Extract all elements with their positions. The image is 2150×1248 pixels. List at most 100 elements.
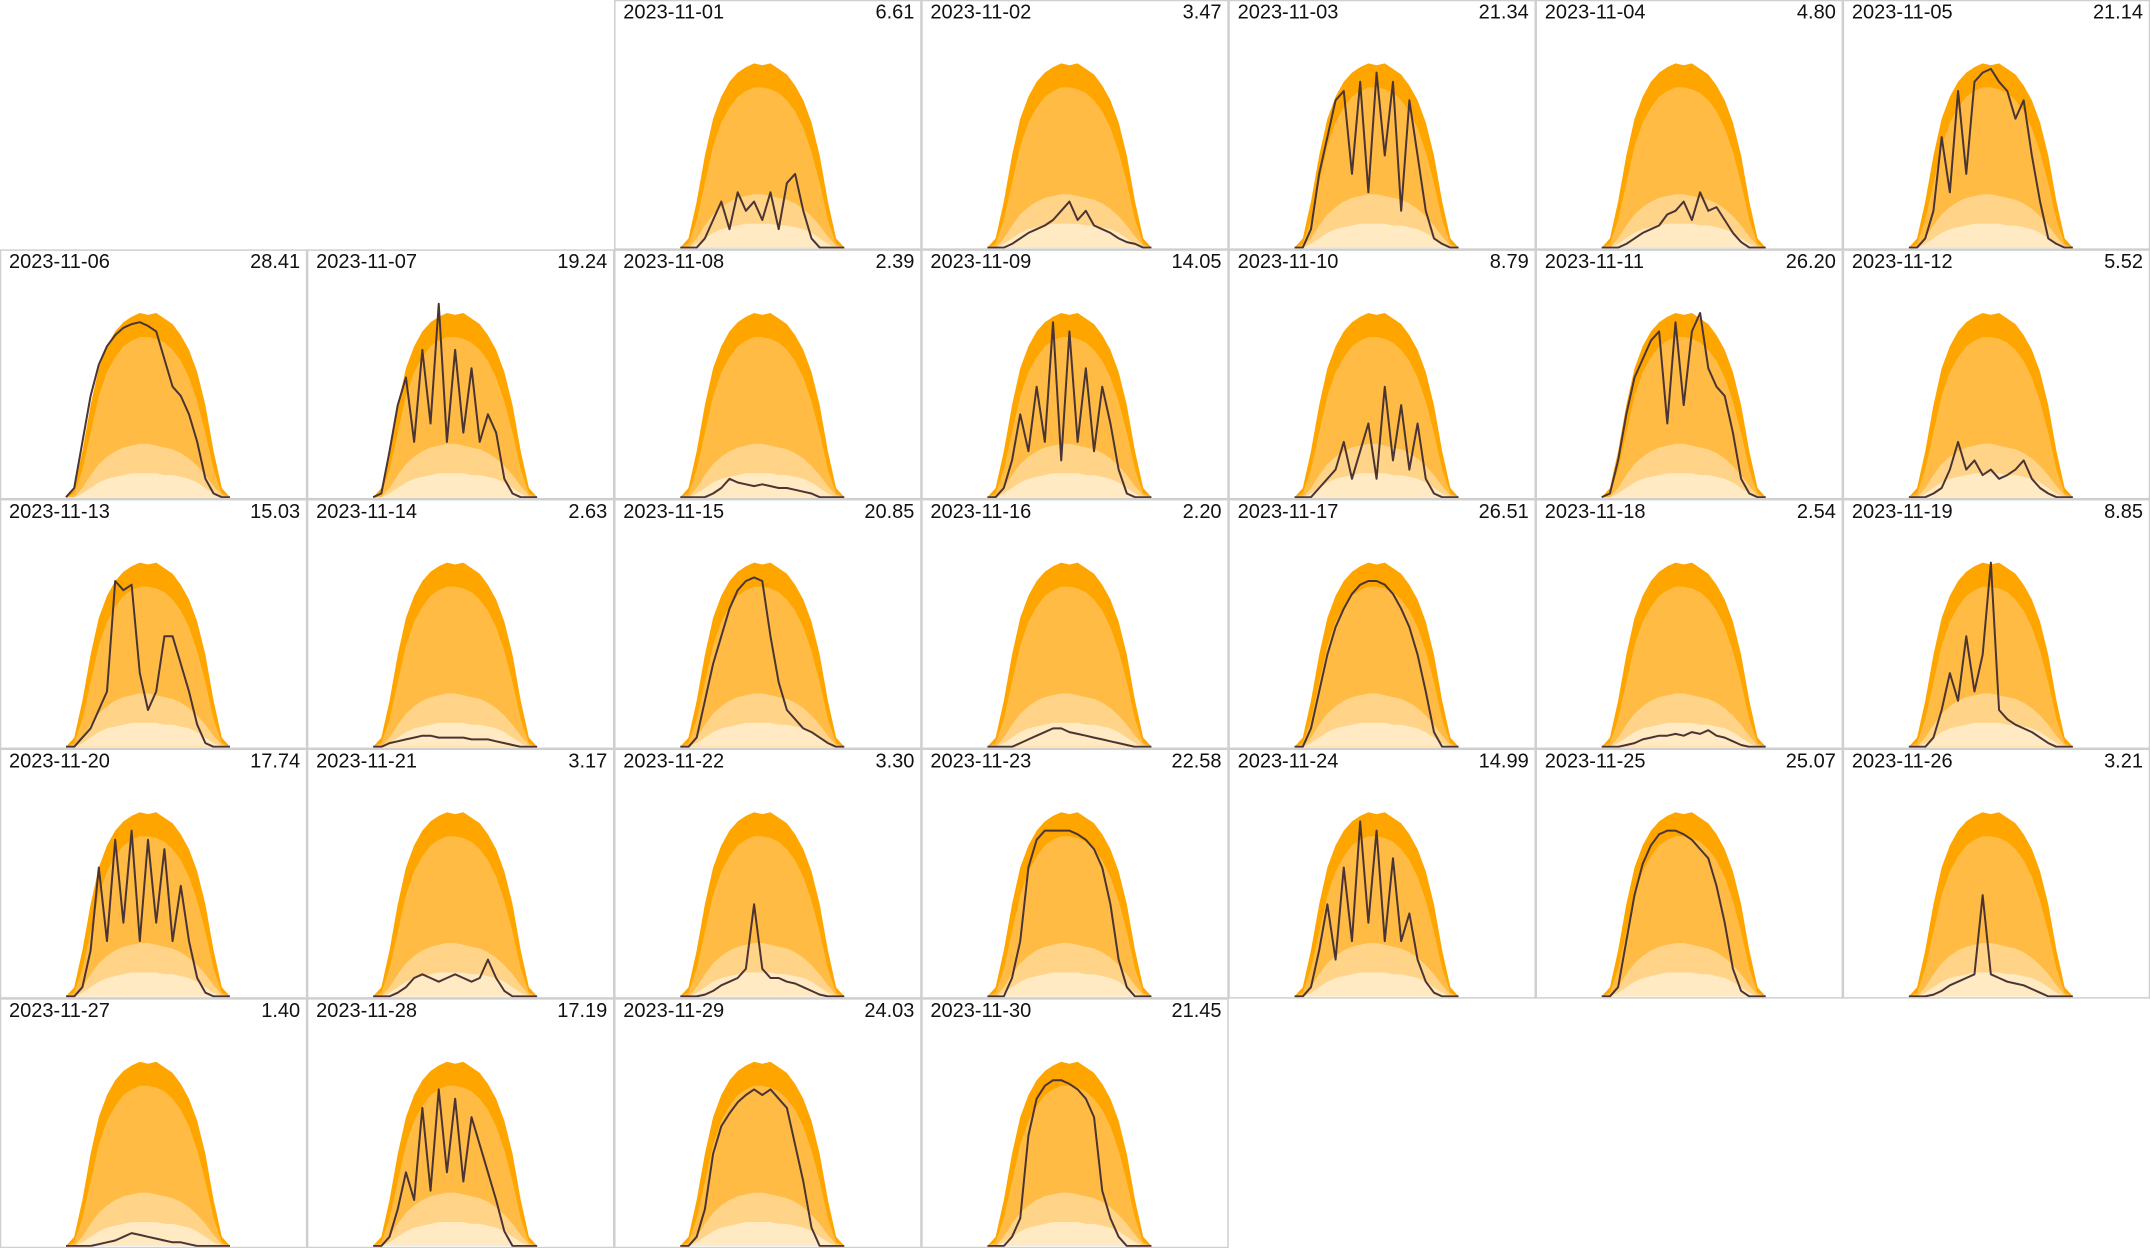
cell-border <box>921 0 1229 250</box>
day-cell: 2023-11-29 24.03 <box>614 998 922 1248</box>
envelope-band <box>1601 223 1766 248</box>
day-cell: 2023-11-22 3.30 <box>614 748 922 999</box>
day-total: 2.54 <box>1797 501 1836 523</box>
date-label: 2023-11-18 <box>1545 501 1646 523</box>
envelope-band <box>1908 722 2073 747</box>
envelope-band <box>66 1222 230 1246</box>
day-total: 3.17 <box>568 750 607 772</box>
production-line <box>987 829 1152 998</box>
date-label: 2023-11-09 <box>930 251 1031 273</box>
cell-border <box>1228 0 1536 250</box>
production-line <box>680 576 845 748</box>
day-total: 26.20 <box>1786 251 1836 273</box>
day-cell: 2023-11-09 14.05 <box>921 249 1229 500</box>
day-total: 4.80 <box>1797 2 1836 24</box>
cell-border <box>921 498 1229 750</box>
cell-border <box>306 748 615 999</box>
production-line <box>373 958 538 998</box>
day-total: 14.05 <box>1172 251 1222 273</box>
day-total: 2.39 <box>875 251 914 273</box>
day-cell: 2023-11-16 2.20 <box>921 498 1229 750</box>
day-total: 5.52 <box>2104 251 2143 273</box>
production-line <box>1908 894 2073 998</box>
cell-border <box>1228 498 1536 750</box>
date-label: 2023-11-13 <box>9 501 110 523</box>
day-cell: 2023-11-26 3.21 <box>1842 748 2150 999</box>
day-total: 17.19 <box>557 1000 607 1022</box>
envelope-band <box>1908 972 2073 997</box>
envelope-band <box>680 972 845 997</box>
production-line <box>1601 729 1766 748</box>
production-line <box>66 829 230 998</box>
day-cell: 2023-11-21 3.17 <box>306 748 615 999</box>
envelope-band <box>680 1222 845 1246</box>
cell-border <box>1535 498 1844 750</box>
cell-border <box>1535 748 1844 999</box>
date-label: 2023-11-25 <box>1545 750 1646 772</box>
production-line <box>1294 71 1459 249</box>
envelope-band <box>66 473 230 498</box>
production-line <box>372 302 538 499</box>
day-total: 2.63 <box>568 501 607 523</box>
day-cell: 2023-11-25 25.07 <box>1535 748 1844 999</box>
date-label: 2023-11-27 <box>9 1000 110 1022</box>
day-total: 26.51 <box>1479 501 1529 523</box>
date-label: 2023-11-17 <box>1238 501 1339 523</box>
date-label: 2023-11-30 <box>930 1000 1031 1022</box>
envelope-band <box>66 972 230 997</box>
production-line <box>987 321 1152 499</box>
cell-border <box>0 249 308 500</box>
day-cell: 2023-11-12 5.52 <box>1842 249 2150 500</box>
day-total: 17.74 <box>250 750 300 772</box>
day-total: 8.79 <box>1490 251 1529 273</box>
date-label: 2023-11-19 <box>1852 501 1953 523</box>
cell-border <box>306 498 615 750</box>
envelope-band <box>987 223 1152 248</box>
production-line <box>1908 561 2073 748</box>
date-label: 2023-11-23 <box>930 750 1031 772</box>
day-total: 1.40 <box>261 1000 300 1022</box>
envelope-band <box>66 722 230 747</box>
date-label: 2023-11-02 <box>930 2 1031 24</box>
day-total: 24.03 <box>864 1000 914 1022</box>
date-label: 2023-11-26 <box>1852 750 1953 772</box>
day-cell: 2023-11-14 2.63 <box>306 498 615 750</box>
envelope-band <box>1908 223 2073 248</box>
day-total: 8.85 <box>2104 501 2143 523</box>
date-label: 2023-11-16 <box>930 501 1031 523</box>
envelope-band <box>987 1222 1152 1246</box>
production-line <box>987 727 1152 748</box>
production-line <box>680 1088 845 1248</box>
cell-border <box>1228 249 1536 500</box>
day-total: 6.61 <box>875 2 914 24</box>
envelope-band <box>1294 722 1459 747</box>
cell-border <box>614 0 922 250</box>
date-label: 2023-11-29 <box>623 1000 724 1022</box>
production-line <box>680 477 845 499</box>
cell-border <box>614 748 922 999</box>
day-total: 3.30 <box>875 750 914 772</box>
day-cell: 2023-11-04 4.80 <box>1535 0 1844 250</box>
cell-border <box>921 249 1229 500</box>
date-label: 2023-11-04 <box>1545 2 1646 24</box>
day-cell: 2023-11-17 26.51 <box>1228 498 1536 750</box>
cell-border <box>0 748 308 999</box>
day-total: 2.20 <box>1183 501 1222 523</box>
production-line <box>987 200 1152 249</box>
date-label: 2023-11-11 <box>1545 251 1644 273</box>
day-cell: 2023-11-18 2.54 <box>1535 498 1844 750</box>
day-cell: 2023-11-24 14.99 <box>1228 748 1536 999</box>
day-cell: 2023-11-08 2.39 <box>614 249 922 500</box>
day-cell: 2023-11-06 28.41 <box>0 249 308 500</box>
cell-border <box>1228 748 1536 999</box>
production-line <box>1601 312 1766 499</box>
day-cell: 2023-11-28 17.19 <box>306 998 615 1248</box>
cell-border <box>614 498 922 750</box>
day-total: 3.21 <box>2104 750 2143 772</box>
cell-border <box>1535 249 1844 500</box>
envelope-band <box>680 223 845 248</box>
date-label: 2023-11-12 <box>1852 251 1953 273</box>
day-cell: 2023-11-19 8.85 <box>1842 498 2150 750</box>
day-cell: 2023-11-27 1.40 <box>0 998 308 1248</box>
